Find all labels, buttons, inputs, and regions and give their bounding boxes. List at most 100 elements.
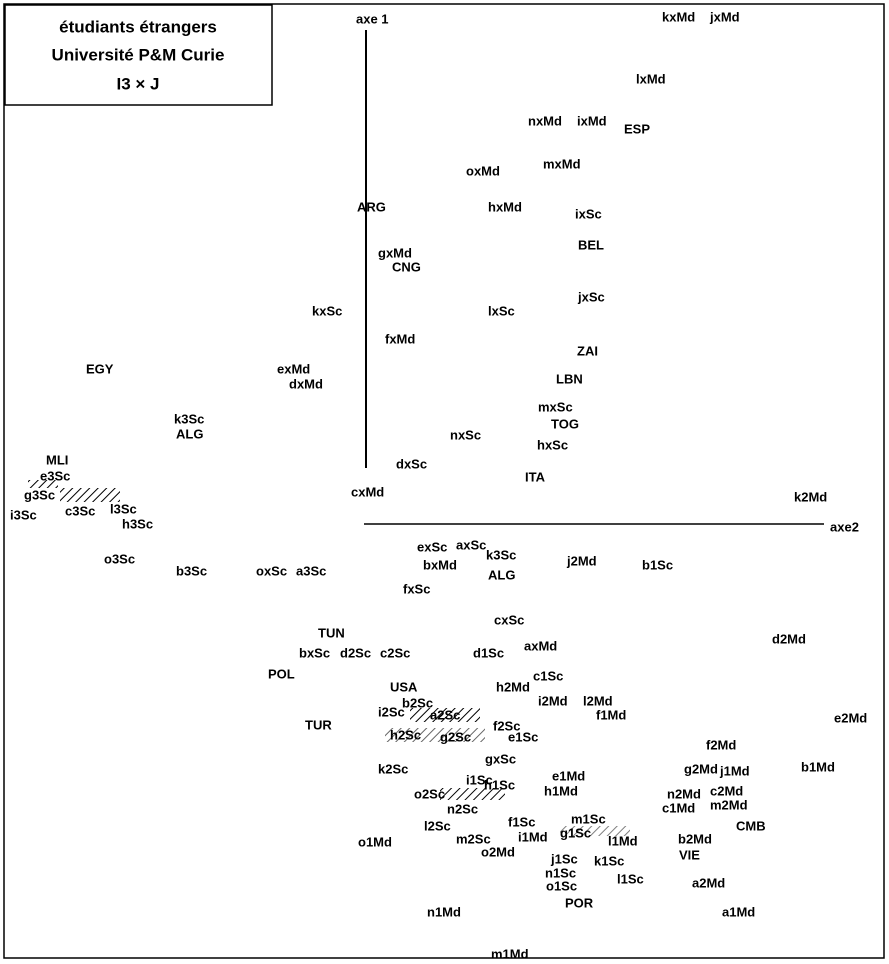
point-label: d1Sc	[473, 645, 504, 660]
point-label: MLI	[46, 452, 68, 467]
point-label: fxMd	[385, 331, 415, 346]
point-label: POL	[268, 666, 295, 681]
point-label: USA	[390, 679, 418, 694]
point-label: i3Sc	[10, 507, 37, 522]
point-label: h1Sc	[484, 777, 515, 792]
point-label: j1Sc	[550, 851, 578, 866]
point-label: kxSc	[312, 303, 342, 318]
hatch	[560, 826, 630, 836]
point-label: gxMd	[378, 245, 412, 260]
hatch	[385, 728, 485, 742]
point-label: b1Sc	[642, 557, 673, 572]
point-label: b1Md	[801, 759, 835, 774]
point-label: a2Md	[692, 875, 725, 890]
point-label: jxMd	[709, 9, 740, 24]
point-label: b3Sc	[176, 563, 207, 578]
point-label: n2Sc	[447, 801, 478, 816]
point-label: CNG	[392, 259, 421, 274]
point-label: fxSc	[403, 581, 430, 596]
hatch	[28, 480, 58, 488]
point-label: f1Sc	[508, 814, 535, 829]
point-label: oxMd	[466, 163, 500, 178]
point-label: hxMd	[488, 199, 522, 214]
point-label: d2Md	[772, 631, 806, 646]
point-label: l1Md	[608, 833, 638, 848]
point-label: a3Sc	[296, 563, 326, 578]
point-label: h3Sc	[122, 516, 153, 531]
point-label: i2Md	[538, 693, 568, 708]
frame	[3, 3, 885, 959]
point-label: o3Sc	[104, 551, 135, 566]
point-label: c2Sc	[380, 645, 410, 660]
point-label: i1Sc	[466, 772, 493, 787]
point-label: ITA	[525, 469, 546, 484]
title-line: Université P&M Curie	[52, 45, 225, 64]
point-label: e3Sc	[40, 468, 70, 483]
point-label: m1Sc	[571, 811, 606, 826]
point-label: g2Md	[684, 761, 718, 776]
point-label: o2Sc	[414, 786, 445, 801]
point-label: e1Sc	[508, 729, 538, 744]
point-label: l1Sc	[617, 871, 644, 886]
point-label: k3Sc	[486, 547, 516, 562]
hatch	[60, 488, 120, 502]
point-label: bxSc	[299, 645, 330, 660]
point-label: l2Sc	[424, 818, 451, 833]
title-box	[4, 4, 273, 106]
hatch	[410, 708, 480, 722]
point-label: j1Md	[719, 763, 750, 778]
point-label: nxMd	[528, 113, 562, 128]
point-label: f2Md	[706, 737, 736, 752]
point-label: cxMd	[351, 484, 384, 499]
point-label: lxSc	[488, 303, 515, 318]
point-label: mxMd	[543, 156, 581, 171]
axis-label: axe 1	[356, 11, 389, 26]
point-label: k3Sc	[174, 411, 204, 426]
point-label: TOG	[551, 416, 579, 431]
point-label: o2Md	[481, 844, 515, 859]
point-label: h1Md	[544, 783, 578, 798]
point-label: b2Md	[678, 831, 712, 846]
point-label: ixMd	[577, 113, 607, 128]
labels: kxMd jxMd lxMd nxMd ixMd ESP mxMd oxMd ARG hxMd ix…	[10, 9, 867, 961]
point-label: EGY	[86, 361, 114, 376]
point-label: dxSc	[396, 456, 427, 471]
point-label: POR	[565, 895, 594, 910]
point-label: n1Md	[427, 904, 461, 919]
point-label: h2Sc	[390, 727, 421, 742]
point-label: l2Md	[583, 693, 613, 708]
point-label: exMd	[277, 361, 310, 376]
point-label: o1Md	[358, 834, 392, 849]
point-label: CMB	[736, 818, 766, 833]
point-label: a1Md	[722, 904, 755, 919]
point-label: TUR	[305, 717, 332, 732]
point-label: k2Md	[794, 489, 827, 504]
point-label: hxSc	[537, 437, 568, 452]
point-label: j2Md	[566, 553, 597, 568]
point-label: BEL	[578, 237, 604, 252]
point-label: ESP	[624, 121, 650, 136]
point-label: mxSc	[538, 399, 573, 414]
point-label: n2Md	[667, 786, 701, 801]
point-label: h2Md	[496, 679, 530, 694]
point-label: kxMd	[662, 9, 695, 24]
point-label: axSc	[456, 537, 486, 552]
point-label: TUN	[318, 625, 345, 640]
point-label: m2Md	[710, 797, 748, 812]
point-label: cxSc	[494, 612, 524, 627]
point-label: gxSc	[485, 751, 516, 766]
point-label: b2Sc	[402, 695, 433, 710]
point-label: axMd	[524, 638, 557, 653]
point-label: ixSc	[575, 206, 602, 221]
point-label: nxSc	[450, 427, 481, 442]
point-label: l3Sc	[110, 501, 137, 516]
axis-label: axe2	[830, 519, 859, 534]
point-label: m1Md	[491, 946, 529, 961]
point-label: e2Md	[834, 710, 867, 725]
point-label: a2Sc	[430, 707, 460, 722]
point-label: c3Sc	[65, 503, 95, 518]
point-label: n1Sc	[545, 865, 576, 880]
point-label: c1Md	[662, 800, 695, 815]
point-label: c2Md	[710, 783, 743, 798]
point-label: d2Sc	[340, 645, 371, 660]
